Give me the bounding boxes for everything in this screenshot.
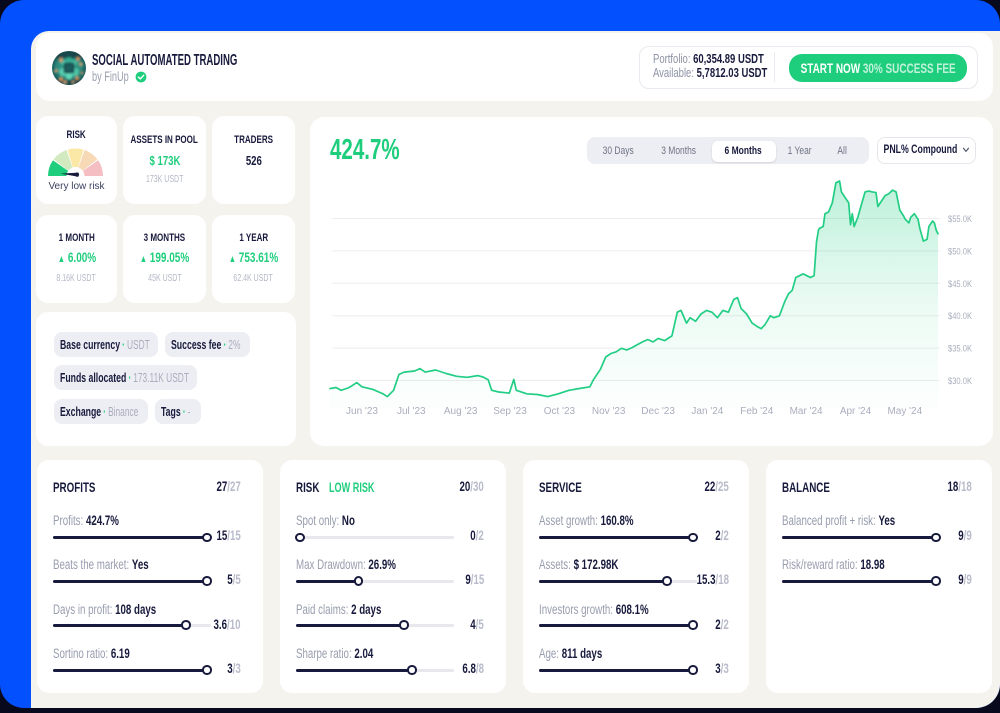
- svg-text:Apr '24: Apr '24: [840, 406, 872, 417]
- svg-text:$40.0K: $40.0K: [948, 311, 972, 321]
- svg-text:$50.0K: $50.0K: [948, 246, 972, 256]
- svg-text:Sep '23: Sep '23: [493, 406, 527, 417]
- svg-text:Jun '23: Jun '23: [346, 406, 378, 417]
- svg-text:$35.0K: $35.0K: [948, 344, 972, 354]
- svg-text:Aug '23: Aug '23: [444, 406, 478, 417]
- svg-text:$30.0K: $30.0K: [948, 376, 972, 386]
- svg-text:$45.0K: $45.0K: [948, 279, 972, 289]
- svg-text:Feb '24: Feb '24: [740, 406, 773, 417]
- svg-text:Dec '23: Dec '23: [641, 406, 675, 417]
- svg-text:May '24: May '24: [887, 406, 922, 417]
- svg-text:Mar '24: Mar '24: [790, 406, 823, 417]
- svg-text:$55.0K: $55.0K: [948, 214, 972, 224]
- svg-text:Jan '24: Jan '24: [691, 406, 723, 417]
- svg-text:Nov '23: Nov '23: [592, 406, 626, 417]
- svg-text:Jul '23: Jul '23: [397, 406, 426, 417]
- svg-text:Oct '23: Oct '23: [544, 406, 576, 417]
